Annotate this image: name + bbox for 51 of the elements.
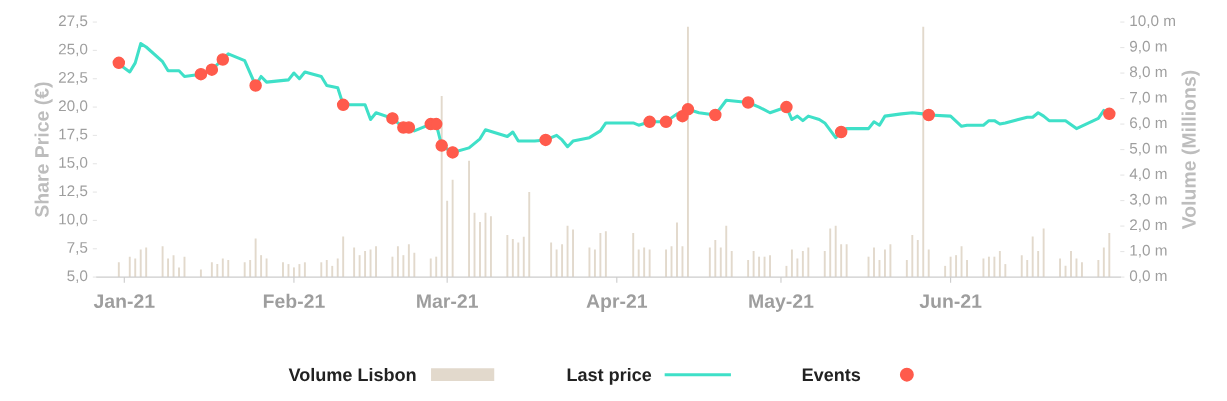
y-tick-label: 7,5	[67, 242, 88, 255]
point	[446, 146, 459, 159]
y-tick-label: 12,5	[59, 185, 88, 198]
x-tick-label: Jan-21	[93, 294, 155, 309]
point	[834, 125, 848, 139]
point	[741, 96, 755, 109]
y2-tick-label: 8,0 m	[1129, 66, 1167, 79]
y2-tick-label: 4,0 m	[1129, 168, 1167, 181]
y2-tick-label: 9,0 m	[1129, 40, 1167, 54]
x-tick-label: Apr-21	[586, 294, 648, 312]
point	[643, 115, 656, 129]
x-tick-label: Feb-21	[263, 293, 325, 309]
y2-tick-label: 2,0 m	[1130, 219, 1167, 232]
point	[205, 63, 219, 76]
point	[1103, 107, 1116, 121]
x-tick-label: Mar-21	[417, 294, 478, 309]
legend-label: Last price	[567, 367, 652, 385]
point	[249, 79, 262, 92]
y-tick-label: 17,5	[59, 128, 88, 142]
y-tick-label: 10,0	[59, 213, 88, 227]
point	[709, 108, 722, 122]
y-tick-label: 27,5	[58, 15, 88, 28]
y2-tick-label: 3,0 m	[1129, 193, 1167, 207]
point	[780, 100, 793, 114]
legend-label: Events	[802, 368, 861, 382]
point	[194, 67, 208, 81]
point	[386, 112, 399, 125]
y2-tick-label: 5,0 m	[1129, 142, 1167, 156]
point	[112, 56, 126, 70]
y-tick-label: 15,0	[59, 157, 88, 170]
point	[681, 103, 695, 116]
y-tick-label: 25,0	[58, 43, 88, 57]
x-tick-label: Jun-21	[919, 294, 982, 309]
y-axis-title: Share Price (€)	[34, 82, 53, 218]
y-tick-label: 20,0	[58, 100, 88, 113]
point	[539, 133, 552, 147]
point	[659, 115, 673, 129]
y2-tick-label: 6,0 m	[1130, 117, 1167, 130]
point	[922, 108, 935, 122]
y2-tick-label: 0,0 m	[1129, 270, 1167, 283]
point	[435, 139, 448, 152]
y2-tick-label: 10,0 m	[1130, 15, 1175, 28]
y2-axis-title: Volume (Millions)	[1181, 70, 1200, 230]
y2-tick-label: 1,0 m	[1130, 244, 1167, 258]
legend-label: Volume Lisbon	[288, 367, 416, 382]
point	[216, 53, 230, 66]
y-tick-label: 5,0	[67, 270, 88, 283]
point	[336, 98, 350, 112]
y2-tick-label: 7,0 m	[1130, 91, 1167, 105]
x-tick-label: May-21	[749, 294, 814, 312]
y-tick-label: 22,5	[58, 72, 88, 85]
